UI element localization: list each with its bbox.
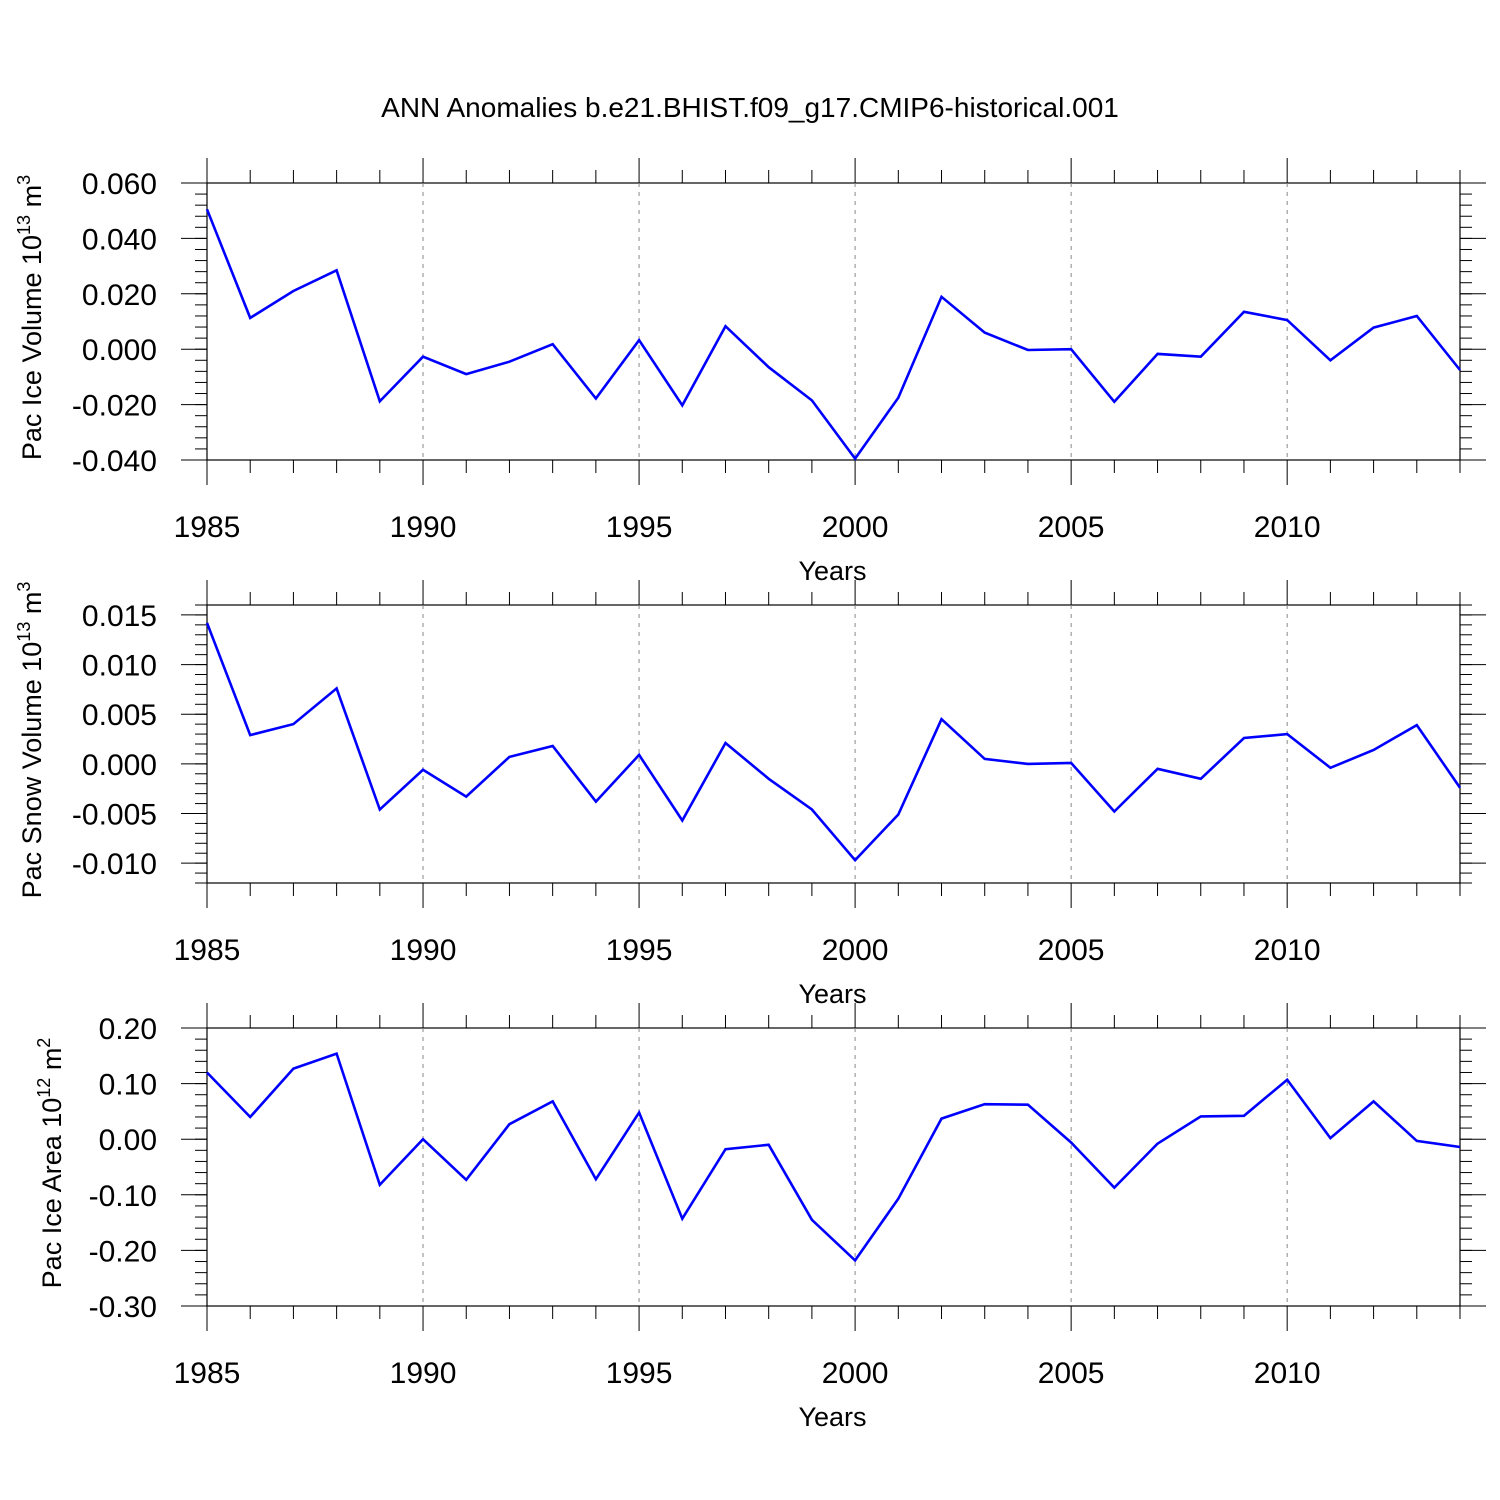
- panel-1-x-tick-label: 1995: [606, 511, 673, 544]
- panel-3-y-tick-label: -0.20: [89, 1235, 157, 1268]
- panel-2-x-tick-label: 2005: [1038, 934, 1105, 967]
- panel-2-x-axis-label: Years: [798, 979, 866, 1009]
- panel-1-y-tick-label: 0.020: [82, 279, 157, 312]
- panel-1-plot-frame: [206, 182, 1461, 461]
- panel-3-x-axis-label: Years: [798, 1402, 866, 1432]
- panel-1-x-axis-label: Years: [798, 556, 866, 586]
- panel-1-y-tick-label: -0.040: [72, 445, 157, 478]
- panel-2-x-tick-label: 1990: [390, 934, 457, 967]
- panel-1-y-axis-label: Pac Ice Volume 1013 m3: [14, 175, 47, 460]
- panel-1-x-tick-label: 1990: [390, 511, 457, 544]
- panel-3-y-tick-label: -0.30: [89, 1291, 157, 1324]
- panel-2-x-tick-label: 1985: [174, 934, 241, 967]
- panel-3-y-axis-label: Pac Ice Area 1012 m2: [34, 1038, 67, 1289]
- panel-3-y-tick-label: 0.20: [99, 1013, 157, 1046]
- panel-1-x-tick-label: 1985: [174, 511, 241, 544]
- panel-2-series-line: [205, 622, 1462, 863]
- panel-2-y-tick-label: 0.015: [82, 600, 157, 633]
- panel-2-y-tick-label: 0.005: [82, 699, 157, 732]
- panel-3-x-tick-label: 1995: [606, 1357, 673, 1390]
- panel-3-plot-frame: [206, 1027, 1461, 1307]
- panel-2-x-tick-label: 2000: [822, 934, 889, 967]
- panel-3-y-tick-label: 0.10: [99, 1069, 157, 1102]
- panel-3-x-tick-label: 2010: [1254, 1357, 1321, 1390]
- panel-2-x-tick-label: 1995: [606, 934, 673, 967]
- panel-1-x-tick-label: 2000: [822, 511, 889, 544]
- panel-1-x-tick-label: 2010: [1254, 511, 1321, 544]
- panel-2-y-tick-label: 0.010: [82, 650, 157, 683]
- panel-3-y-tick-label: -0.10: [89, 1180, 157, 1213]
- panel-3-y-tick-label: 0.00: [99, 1124, 157, 1157]
- panel-2-y-tick-label: 0.000: [82, 749, 157, 782]
- panel-1-y-tick-label: 0.040: [82, 223, 157, 256]
- panel-1-series-line: [205, 208, 1462, 461]
- panel-2-x-tick-label: 2010: [1254, 934, 1321, 967]
- panel-2-y-tick-label: -0.005: [72, 799, 157, 832]
- panel-3-x-tick-label: 1985: [174, 1357, 241, 1390]
- chart-title: ANN Anomalies b.e21.BHIST.f09_g17.CMIP6-…: [381, 92, 1119, 123]
- panel-3-x-tick-label: 2000: [822, 1357, 889, 1390]
- panel-1-y-tick-label: -0.020: [72, 390, 157, 423]
- panel-2-y-axis-label: Pac Snow Volume 1013 m3: [14, 582, 47, 899]
- panel-3-series-line: [206, 1051, 1461, 1263]
- panel-1-y-tick-label: 0.060: [82, 168, 157, 201]
- panel-1-x-tick-label: 2005: [1038, 511, 1105, 544]
- panel-3-x-tick-label: 1990: [390, 1357, 457, 1390]
- panel-2-plot-frame: [206, 604, 1461, 884]
- panel-3-x-tick-label: 2005: [1038, 1357, 1105, 1390]
- panel-1-y-tick-label: 0.000: [82, 334, 157, 367]
- panel-2-y-tick-label: -0.010: [72, 848, 157, 881]
